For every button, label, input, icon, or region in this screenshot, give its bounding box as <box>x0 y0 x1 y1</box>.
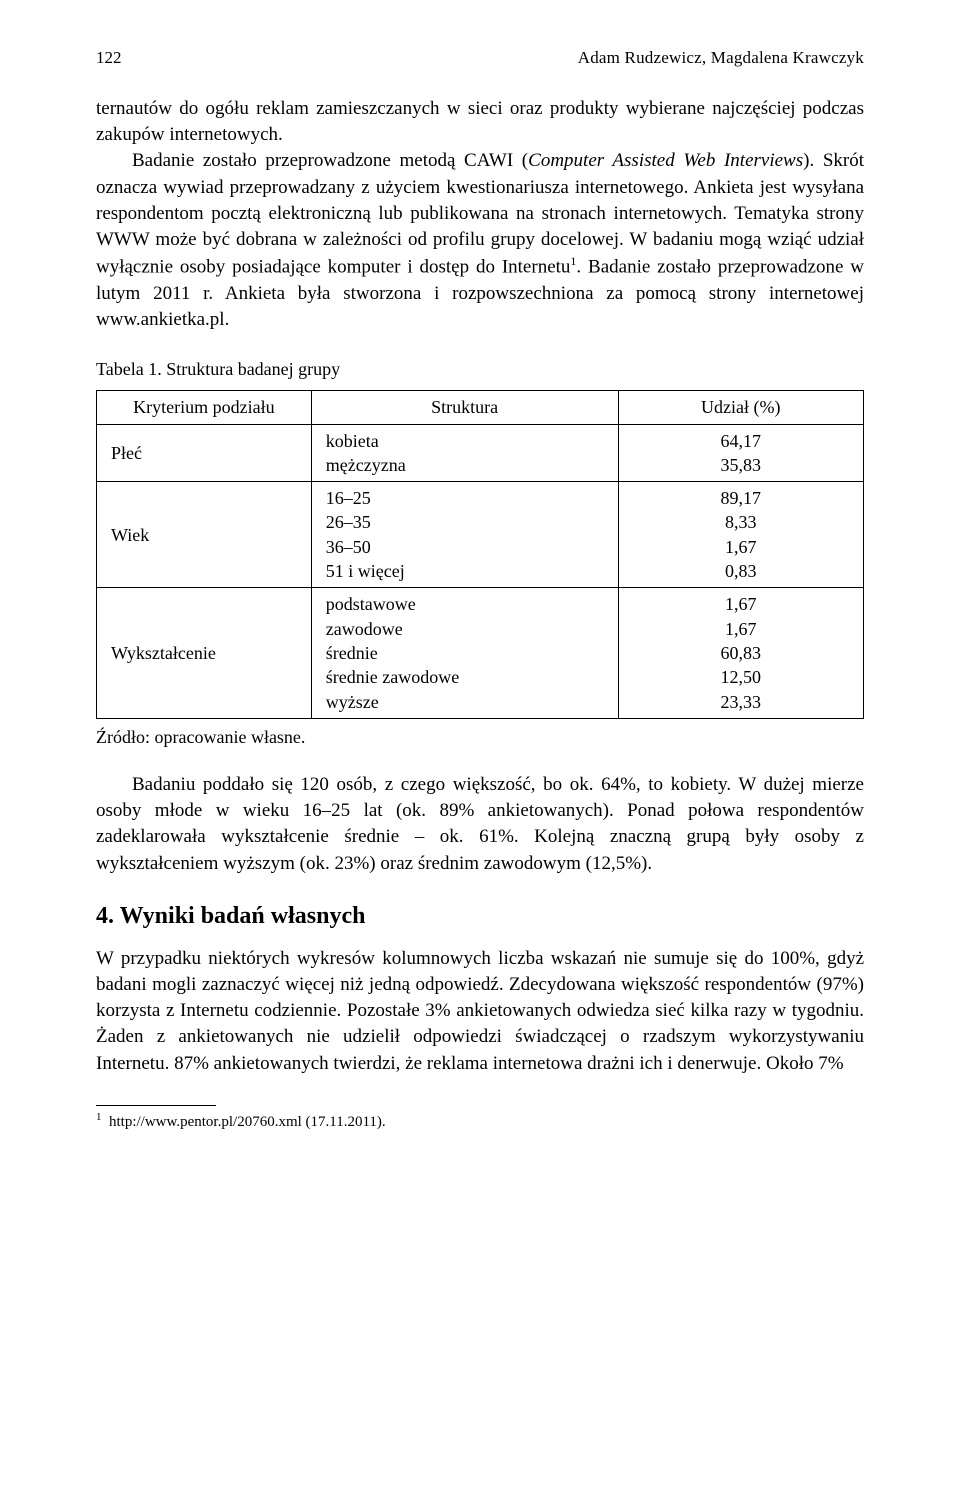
footnote: 1 http://www.pentor.pl/20760.xml (17.11.… <box>96 1110 864 1133</box>
paragraph-4: W przypadku niektórych wykresów kolumnow… <box>96 946 864 1077</box>
structure-table: Kryterium podziału Struktura Udział (%) … <box>96 390 864 719</box>
paragraph-3: Badaniu poddało się 120 osób, z czego wi… <box>96 772 864 877</box>
paragraph-2: Badanie zostało przeprowadzone metodą CA… <box>96 148 864 333</box>
footnote-rule <box>96 1105 216 1106</box>
section-heading: 4. Wyniki badań własnych <box>96 903 864 930</box>
table-header-row: Kryterium podziału Struktura Udział (%) <box>97 391 864 424</box>
page-number: 122 <box>96 48 122 68</box>
criterion-cell: Wiek <box>97 482 312 588</box>
authors: Adam Rudzewicz, Magdalena Krawczyk <box>578 48 864 68</box>
criterion-cell: Wykształcenie <box>97 588 312 718</box>
structure-cell: 16–2526–3536–5051 i więcej <box>311 482 618 588</box>
table-header-cell: Struktura <box>311 391 618 424</box>
share-cell: 1,671,6760,8312,5023,33 <box>618 588 863 718</box>
table-header-cell: Kryterium podziału <box>97 391 312 424</box>
table-row: Płećkobietamężczyzna64,1735,83 <box>97 424 864 482</box>
table-body: Płećkobietamężczyzna64,1735,83Wiek16–252… <box>97 424 864 718</box>
running-header: 122 Adam Rudzewicz, Magdalena Krawczyk <box>96 48 864 68</box>
table-row: Wykształceniepodstawowezawodoweśrednieśr… <box>97 588 864 718</box>
intro-paragraphs: ternautów do ogółu reklam zamieszczanych… <box>96 96 864 333</box>
table-row: Wiek16–2526–3536–5051 i więcej89,178,331… <box>97 482 864 588</box>
share-cell: 89,178,331,670,83 <box>618 482 863 588</box>
share-cell: 64,1735,83 <box>618 424 863 482</box>
table-caption: Tabela 1. Struktura badanej grupy <box>96 359 864 380</box>
structure-cell: podstawowezawodoweśrednieśrednie zawodow… <box>311 588 618 718</box>
structure-cell: kobietamężczyzna <box>311 424 618 482</box>
table-header-cell: Udział (%) <box>618 391 863 424</box>
criterion-cell: Płeć <box>97 424 312 482</box>
paragraph-1: ternautów do ogółu reklam zamieszczanych… <box>96 98 864 145</box>
table-source: Źródło: opracowanie własne. <box>96 727 864 748</box>
